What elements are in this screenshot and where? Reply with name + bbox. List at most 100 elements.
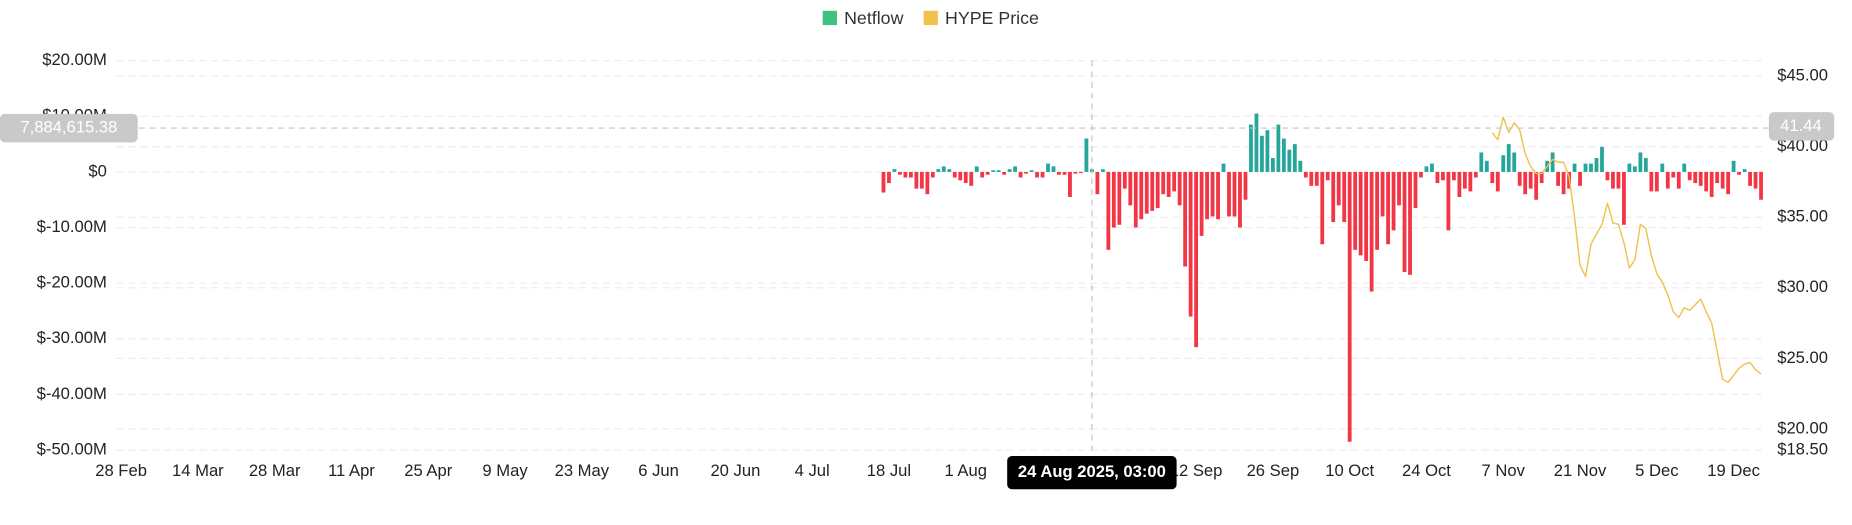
bar	[1506, 144, 1511, 172]
bar	[1726, 171, 1731, 195]
y2-tick-label: $25.00	[1777, 348, 1828, 367]
marks-layer	[881, 113, 1763, 442]
legend-label: HYPE Price	[945, 8, 1039, 28]
bar	[1287, 149, 1292, 172]
bar	[963, 171, 968, 184]
bar	[1430, 163, 1434, 172]
x-tick-label: 25 Apr	[404, 461, 452, 480]
bar	[1484, 160, 1489, 172]
crosshair-y-box	[0, 113, 138, 143]
crosshair-y-label: 7,884,615.38	[20, 117, 117, 136]
bar	[925, 171, 930, 195]
bar	[947, 169, 952, 172]
bar	[1177, 171, 1182, 206]
bar	[1062, 171, 1067, 175]
bar	[1084, 138, 1089, 172]
bar	[1057, 171, 1061, 175]
bar	[1205, 171, 1209, 220]
bar	[1238, 171, 1242, 228]
x-tick-label: 12 Sep	[1170, 461, 1223, 480]
bar	[1194, 171, 1199, 348]
bar	[1654, 171, 1659, 192]
bar	[892, 169, 897, 172]
y2-tick-label: $30.00	[1777, 277, 1828, 296]
x-tick-label: 24 Oct	[1402, 461, 1451, 480]
bar	[1227, 171, 1231, 217]
bar	[941, 166, 946, 172]
bar	[1473, 171, 1478, 178]
bar	[1424, 166, 1429, 172]
bar	[1298, 160, 1303, 172]
bar	[1561, 171, 1566, 195]
bar	[1358, 171, 1363, 256]
bar	[1632, 166, 1637, 172]
x-tick-label: 26 Sep	[1247, 461, 1300, 480]
bar	[1698, 171, 1703, 186]
y-tick-label: $0	[88, 161, 106, 180]
bar	[980, 171, 985, 178]
y2-tick-label: $35.00	[1777, 207, 1828, 226]
bar	[1753, 171, 1758, 189]
x-tick-label: 4 Jul	[795, 461, 830, 480]
price-line	[1491, 116, 1762, 384]
bar	[1303, 171, 1308, 178]
bar	[1369, 171, 1374, 292]
bar	[1462, 171, 1467, 189]
bar	[996, 170, 1001, 172]
bar	[1270, 158, 1275, 172]
bar	[1117, 171, 1122, 225]
bar	[1622, 171, 1626, 225]
bar	[1671, 171, 1676, 178]
bar	[1517, 171, 1522, 186]
bar	[1281, 138, 1286, 172]
bar	[1386, 171, 1390, 245]
bar	[969, 171, 974, 186]
bar	[1578, 171, 1582, 186]
bar	[1759, 171, 1763, 200]
bar	[1704, 171, 1709, 192]
bar	[1748, 171, 1752, 186]
bar	[1638, 152, 1643, 172]
bar	[1380, 171, 1385, 217]
x-tick-label: 23 May	[555, 461, 610, 480]
bar	[958, 171, 963, 181]
crosshair-x-label: 24 Aug 2025, 03:00	[1018, 462, 1166, 481]
x-tick-label: 11 Apr	[328, 461, 375, 480]
x-tick-label: 7 Nov	[1482, 461, 1526, 480]
bar	[1314, 171, 1319, 186]
bar	[1435, 171, 1440, 184]
bar	[1232, 171, 1237, 217]
bar	[1495, 171, 1500, 192]
bar	[1446, 171, 1451, 231]
axes-layer: $-50.00M $-40.00M $-30.00M $-20.00M $-10.00M…	[37, 50, 1828, 480]
bar	[1627, 163, 1632, 172]
bar	[1479, 152, 1484, 172]
x-tick-label: 14 Mar	[172, 461, 224, 480]
bar	[1501, 155, 1506, 172]
x-tick-label: 19 Dec	[1707, 461, 1760, 480]
bar	[1051, 166, 1056, 172]
bar	[1068, 171, 1072, 197]
legend-swatch	[822, 10, 837, 26]
bar	[1122, 171, 1127, 189]
bar	[1616, 171, 1621, 189]
bar	[1441, 171, 1445, 181]
bar	[1100, 169, 1105, 172]
bar	[1035, 171, 1039, 178]
bar	[1216, 171, 1220, 220]
legend-label: Netflow	[844, 8, 903, 28]
bar	[1221, 163, 1226, 172]
bar	[1018, 171, 1023, 178]
bar	[936, 169, 941, 172]
bar	[1265, 130, 1270, 172]
bar	[1336, 171, 1341, 206]
bar	[930, 171, 935, 178]
bar	[1687, 171, 1692, 181]
y-tick-label: $-10.00M	[37, 217, 107, 236]
x-tick-label: 28 Feb	[95, 461, 147, 480]
bar	[1539, 171, 1544, 184]
bar	[1013, 166, 1018, 172]
grid-layer	[116, 60, 1767, 451]
bar	[1353, 171, 1358, 250]
legend-swatch	[923, 10, 938, 26]
